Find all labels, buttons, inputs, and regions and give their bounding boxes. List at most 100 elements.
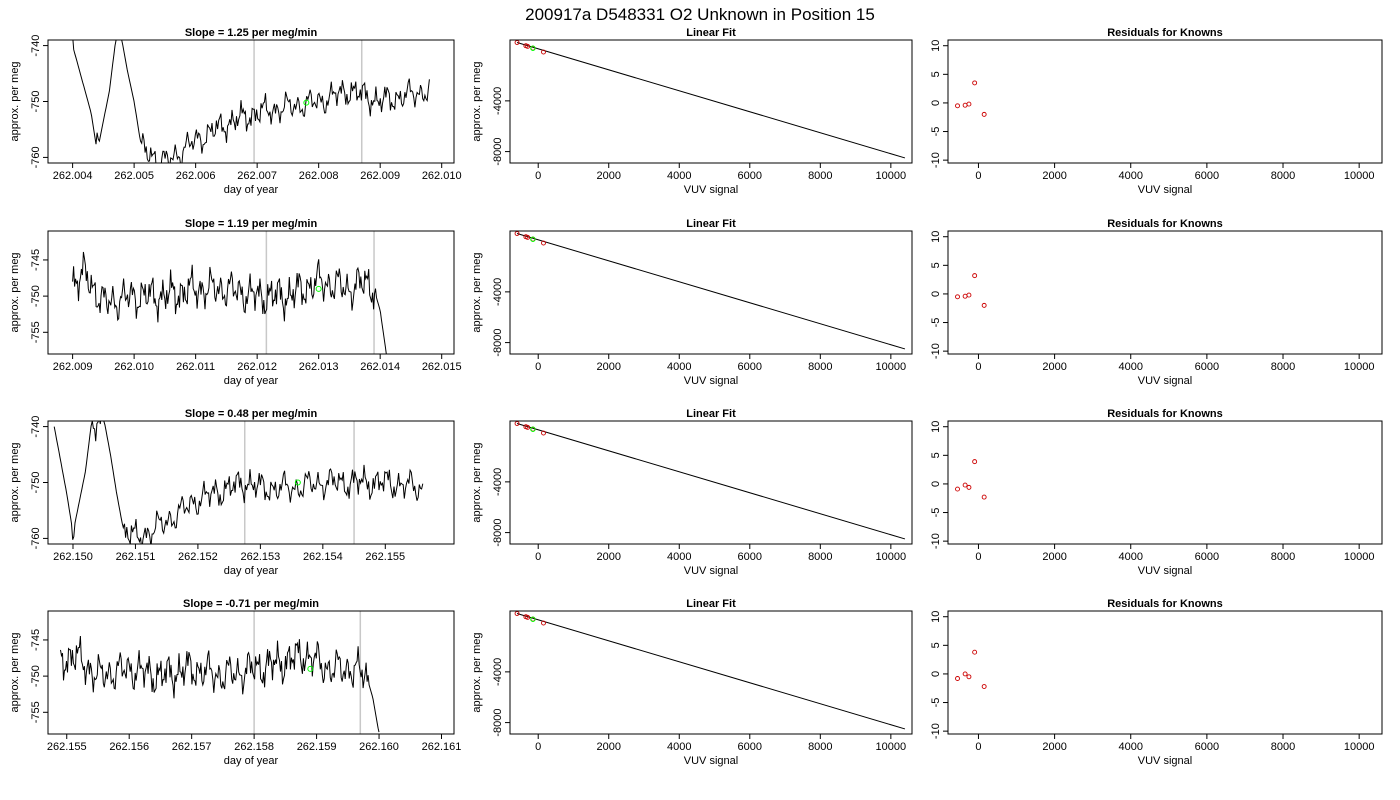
residual-point [955, 486, 960, 492]
x-tick-label: 8000 [808, 551, 832, 563]
series-line [72, 251, 387, 354]
known-point [514, 611, 520, 616]
panel-r3-c2: Linear Fit 0 2000 4000 6000 8000 10000 -4000 -80… [471, 408, 913, 577]
figure-title: 200917a D548331 O2 Unknown in Position 1… [525, 5, 875, 24]
residual-point [962, 482, 968, 488]
known-point [514, 231, 520, 236]
x-axis-label: day of year [224, 375, 279, 387]
y-tick-label: -745 [30, 629, 42, 651]
x-tick-label: 0 [535, 741, 541, 753]
panel-title: Linear Fit [686, 218, 736, 230]
residual-point [966, 101, 972, 107]
x-tick-label: 262.153 [240, 551, 280, 563]
x-axis-label: day of year [224, 184, 279, 196]
plot-frame [947, 610, 1383, 735]
x-tick-label: 8000 [808, 170, 832, 182]
y-tick-label: -8000 [492, 329, 504, 357]
y-tick-label: -5 [930, 698, 942, 708]
known-point [525, 424, 531, 430]
y-tick-label: -8000 [492, 709, 504, 737]
y-tick-label: 0 [930, 291, 942, 297]
unknown-marker [294, 479, 301, 486]
y-axis-label: approx. per meg [9, 252, 21, 332]
residual-point [955, 294, 960, 300]
x-tick-label: 262.161 [422, 741, 462, 753]
y-tick-label: 10 [930, 231, 942, 243]
panel-r4-c2: Linear Fit 0 2000 4000 6000 8000 10000 -4000 -80… [471, 598, 913, 767]
x-tick-label: 4000 [1118, 170, 1142, 182]
y-tick-label: -750 [30, 471, 42, 493]
x-tick-label: 2000 [1042, 741, 1066, 753]
x-tick-label: 6000 [1195, 170, 1219, 182]
x-tick-label: 2000 [596, 361, 620, 373]
y-tick-label: 10 [930, 611, 942, 623]
x-tick-label: 6000 [1195, 361, 1219, 373]
panel-title: Linear Fit [686, 408, 736, 420]
y-axis-label: approx. per meg [471, 252, 483, 332]
x-tick-label: 262.155 [365, 551, 405, 563]
x-tick-label: 8000 [808, 361, 832, 373]
x-axis-label: day of year [224, 755, 279, 767]
y-tick-label: 5 [930, 452, 942, 458]
x-tick-label: 262.150 [53, 551, 93, 563]
unknown-point [530, 616, 536, 622]
known-point [541, 620, 546, 626]
known-point [514, 421, 520, 426]
y-tick-label: -740 [30, 35, 42, 57]
y-tick-label: -760 [30, 527, 42, 549]
y-tick-label: -4000 [492, 468, 504, 496]
y-tick-label: -4000 [492, 278, 504, 306]
plot-area [72, 231, 387, 354]
x-tick-label: 6000 [738, 741, 762, 753]
panel-title: Linear Fit [686, 27, 736, 39]
x-tick-label: 262.152 [178, 551, 218, 563]
x-tick-label: 262.012 [237, 361, 277, 373]
residual-point [966, 674, 972, 680]
x-tick-label: 2000 [596, 551, 620, 563]
x-tick-label: 0 [975, 551, 981, 563]
plot-area [72, 40, 430, 163]
residual-point [962, 671, 968, 677]
x-axis-label: VUV signal [1138, 184, 1192, 196]
plot-frame [947, 230, 1383, 355]
panel-r1-c2: Linear Fit 0 2000 4000 6000 8000 10000 -4000 -80… [471, 27, 913, 196]
residual-point [972, 649, 978, 655]
plot-area [955, 80, 987, 117]
y-tick-label: -755 [30, 701, 42, 723]
x-tick-label: 10000 [1344, 741, 1375, 753]
y-axis-label: approx. per meg [471, 442, 483, 522]
x-tick-label: 262.154 [303, 551, 343, 563]
y-tick-label: -10 [930, 343, 942, 359]
panel-title: Slope = 1.25 per meg/min [185, 27, 318, 39]
residual-point [966, 484, 972, 490]
y-tick-label: 10 [930, 40, 942, 52]
x-tick-label: 10000 [876, 741, 907, 753]
x-tick-label: 6000 [1195, 551, 1219, 563]
x-tick-label: 2000 [596, 741, 620, 753]
plot-frame [509, 420, 913, 545]
panel-title: Residuals for Knowns [1107, 218, 1223, 230]
panel-r4-c1: Slope = -0.71 per meg/min 262.155 262.156 2… [9, 598, 461, 767]
residual-point [972, 80, 978, 86]
y-tick-label: -750 [30, 665, 42, 687]
x-tick-label: 6000 [738, 361, 762, 373]
residual-point [981, 302, 987, 308]
residual-point [981, 111, 987, 117]
panel-title: Linear Fit [686, 598, 736, 610]
x-tick-label: 10000 [1344, 170, 1375, 182]
x-tick-label: 262.007 [237, 170, 277, 182]
y-tick-label: -760 [30, 146, 42, 168]
x-axis-label: VUV signal [684, 184, 738, 196]
x-tick-label: 4000 [1118, 551, 1142, 563]
y-tick-label: 10 [930, 421, 942, 433]
x-tick-label: 262.013 [299, 361, 339, 373]
x-tick-label: 262.010 [422, 170, 462, 182]
panel-title: Slope = 1.19 per meg/min [185, 218, 318, 230]
x-tick-label: 4000 [667, 170, 691, 182]
y-tick-label: -5 [930, 508, 942, 518]
y-tick-label: 0 [930, 671, 942, 677]
y-tick-label: -10 [930, 152, 942, 168]
